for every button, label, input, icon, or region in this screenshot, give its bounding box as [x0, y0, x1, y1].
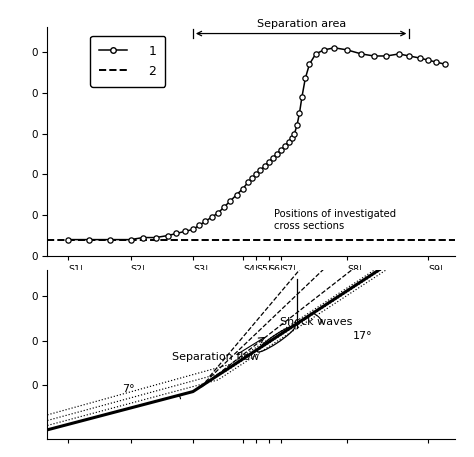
Text: S4|: S4|: [243, 265, 258, 274]
Text: S2|: S2|: [131, 265, 146, 274]
Text: S9|: S9|: [428, 265, 443, 274]
Text: 7°: 7°: [122, 384, 135, 394]
Text: Shock waves: Shock waves: [280, 317, 353, 327]
Text: S6|: S6|: [269, 265, 284, 274]
Legend:    1,    2: 1, 2: [91, 36, 165, 87]
Text: S1|: S1|: [68, 265, 83, 274]
Text: S3|: S3|: [193, 265, 209, 274]
Text: Separation area: Separation area: [256, 20, 346, 29]
Text: S7|: S7|: [281, 265, 296, 274]
Text: S8|: S8|: [347, 265, 362, 274]
Text: Positions of investigated
cross sections: Positions of investigated cross sections: [274, 209, 396, 231]
Text: 17°: 17°: [353, 331, 373, 341]
Text: Separation flow: Separation flow: [172, 352, 259, 362]
Text: S5|: S5|: [256, 265, 272, 274]
